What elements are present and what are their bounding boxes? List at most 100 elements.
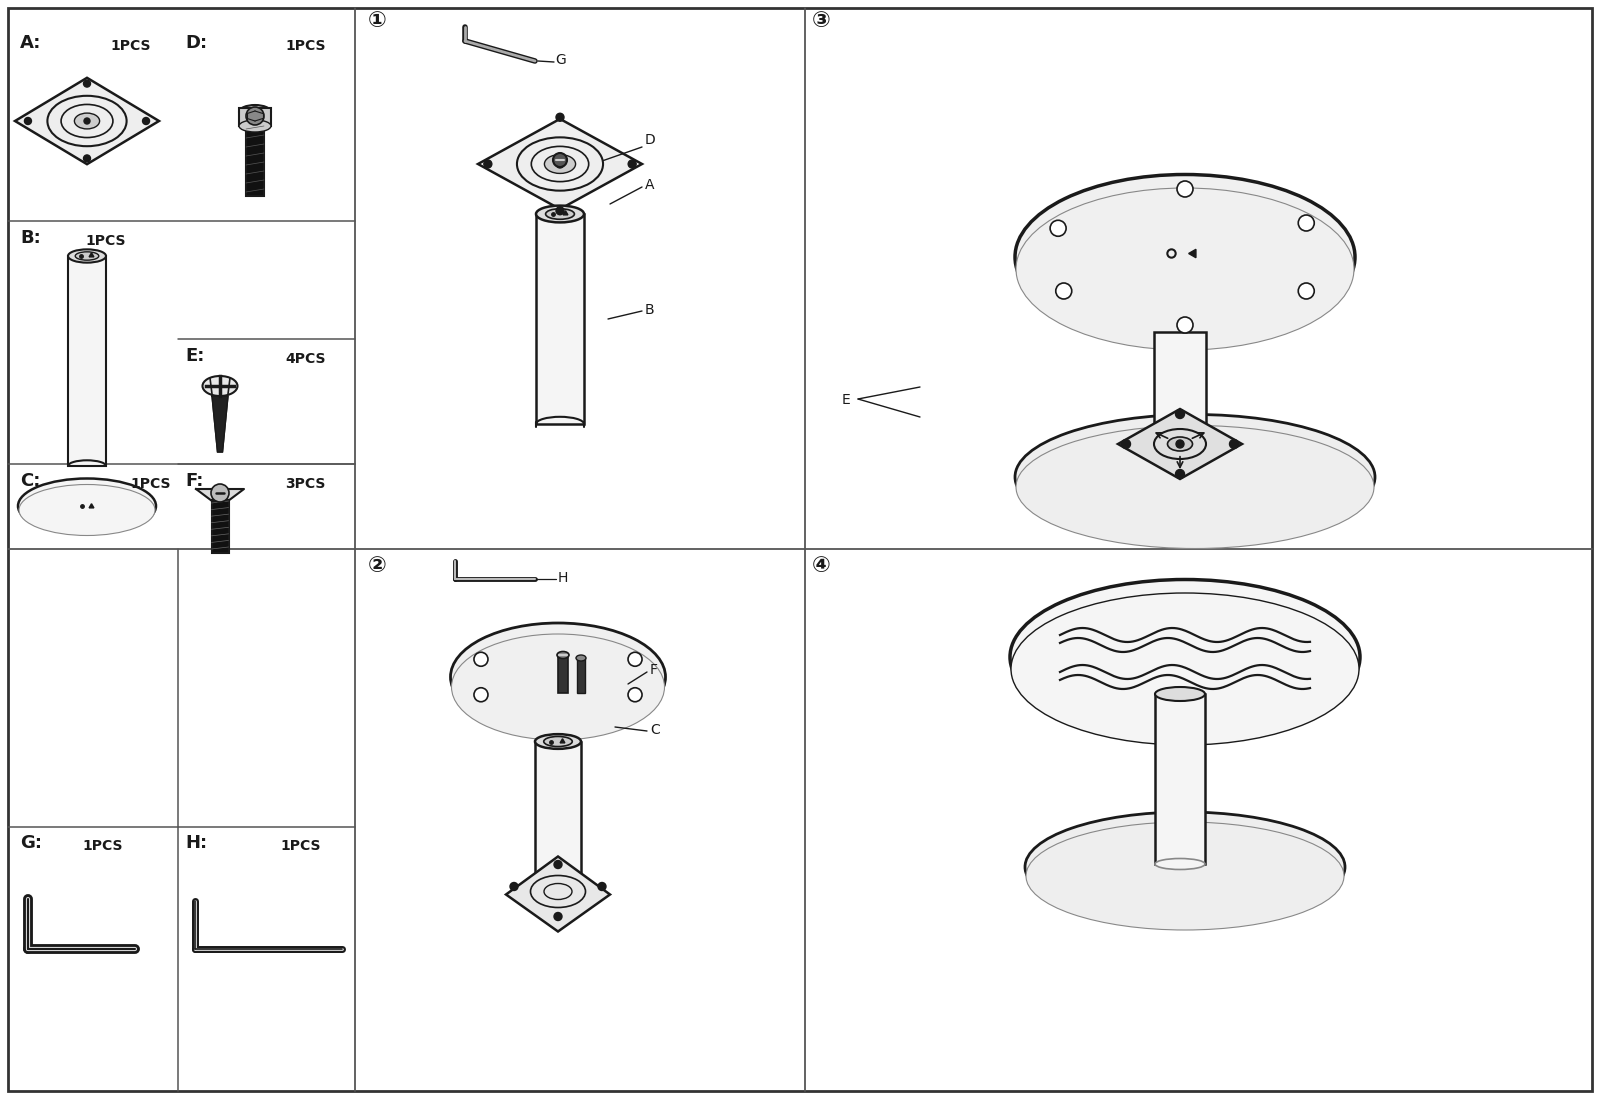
- Ellipse shape: [1026, 812, 1346, 922]
- Ellipse shape: [75, 252, 99, 260]
- Ellipse shape: [61, 104, 114, 137]
- Circle shape: [1056, 284, 1072, 299]
- Ellipse shape: [451, 623, 666, 731]
- Circle shape: [598, 882, 606, 890]
- Text: G:: G:: [19, 834, 42, 852]
- Ellipse shape: [544, 736, 573, 746]
- Text: E: E: [842, 393, 851, 407]
- Circle shape: [557, 113, 563, 121]
- Circle shape: [557, 160, 563, 168]
- Circle shape: [246, 107, 264, 125]
- Text: F: F: [650, 663, 658, 677]
- Text: ②: ②: [368, 556, 387, 576]
- Circle shape: [554, 861, 562, 868]
- Ellipse shape: [203, 376, 237, 396]
- Ellipse shape: [1014, 175, 1355, 340]
- Bar: [1155, 693, 1205, 864]
- Ellipse shape: [1154, 429, 1206, 459]
- Ellipse shape: [1016, 425, 1374, 548]
- Circle shape: [510, 882, 518, 890]
- Circle shape: [1176, 469, 1184, 478]
- Bar: [211, 500, 229, 553]
- Circle shape: [554, 912, 562, 921]
- Ellipse shape: [546, 209, 574, 220]
- Polygon shape: [478, 119, 642, 209]
- Polygon shape: [506, 856, 610, 932]
- Text: H:: H:: [186, 834, 206, 852]
- Text: 1PCS: 1PCS: [110, 38, 150, 53]
- Ellipse shape: [576, 655, 586, 660]
- Ellipse shape: [75, 113, 99, 129]
- Circle shape: [142, 118, 149, 124]
- Circle shape: [1050, 220, 1066, 236]
- Circle shape: [1178, 181, 1194, 197]
- Text: E:: E:: [186, 347, 205, 365]
- Circle shape: [211, 484, 229, 502]
- Text: 1PCS: 1PCS: [285, 38, 325, 53]
- Circle shape: [629, 160, 637, 168]
- Bar: [67, 256, 106, 466]
- Text: 1PCS: 1PCS: [280, 839, 320, 853]
- Circle shape: [483, 160, 491, 168]
- Circle shape: [1176, 410, 1184, 419]
- Bar: [534, 742, 581, 887]
- Text: ①: ①: [368, 11, 387, 31]
- Circle shape: [557, 207, 563, 214]
- Text: H: H: [558, 571, 568, 585]
- Ellipse shape: [1168, 437, 1192, 451]
- Circle shape: [83, 155, 91, 162]
- Ellipse shape: [1010, 579, 1360, 734]
- Circle shape: [1122, 440, 1131, 448]
- Text: F:: F:: [186, 471, 203, 490]
- Circle shape: [83, 80, 91, 87]
- Text: B: B: [645, 303, 654, 317]
- Circle shape: [629, 688, 642, 702]
- Text: 1PCS: 1PCS: [82, 839, 123, 853]
- Bar: [536, 214, 584, 424]
- Ellipse shape: [1155, 858, 1205, 869]
- Circle shape: [24, 118, 32, 124]
- Text: B:: B:: [19, 229, 40, 247]
- Ellipse shape: [1026, 822, 1344, 930]
- Polygon shape: [1118, 409, 1242, 479]
- Circle shape: [554, 153, 566, 167]
- Ellipse shape: [238, 120, 270, 132]
- Ellipse shape: [531, 146, 589, 181]
- Ellipse shape: [544, 884, 573, 899]
- Polygon shape: [197, 489, 245, 501]
- Circle shape: [629, 652, 642, 666]
- Text: A: A: [645, 178, 654, 192]
- Ellipse shape: [1155, 687, 1205, 701]
- Ellipse shape: [1011, 593, 1358, 745]
- Ellipse shape: [536, 206, 584, 222]
- Text: C:: C:: [19, 471, 40, 490]
- Circle shape: [474, 688, 488, 702]
- Ellipse shape: [48, 96, 126, 146]
- Text: 3PCS: 3PCS: [285, 477, 325, 491]
- Text: D: D: [645, 133, 656, 147]
- Bar: [246, 124, 264, 196]
- Text: A:: A:: [19, 34, 42, 52]
- Ellipse shape: [544, 155, 576, 174]
- Circle shape: [1298, 215, 1314, 231]
- Text: 4PCS: 4PCS: [285, 352, 325, 366]
- Ellipse shape: [238, 106, 270, 119]
- Text: D:: D:: [186, 34, 206, 52]
- Text: 1PCS: 1PCS: [130, 477, 171, 491]
- Bar: [238, 108, 270, 126]
- Ellipse shape: [517, 137, 603, 190]
- Bar: [558, 655, 568, 693]
- Text: C: C: [650, 723, 659, 737]
- Ellipse shape: [67, 249, 106, 263]
- Ellipse shape: [451, 634, 664, 740]
- Ellipse shape: [557, 652, 570, 658]
- Circle shape: [1178, 317, 1194, 333]
- Ellipse shape: [531, 876, 586, 908]
- Bar: [578, 658, 586, 693]
- Circle shape: [1229, 440, 1238, 448]
- Text: ④: ④: [811, 556, 830, 576]
- Text: 1PCS: 1PCS: [85, 234, 125, 248]
- Polygon shape: [211, 396, 229, 452]
- Circle shape: [474, 652, 488, 666]
- Ellipse shape: [1014, 414, 1374, 540]
